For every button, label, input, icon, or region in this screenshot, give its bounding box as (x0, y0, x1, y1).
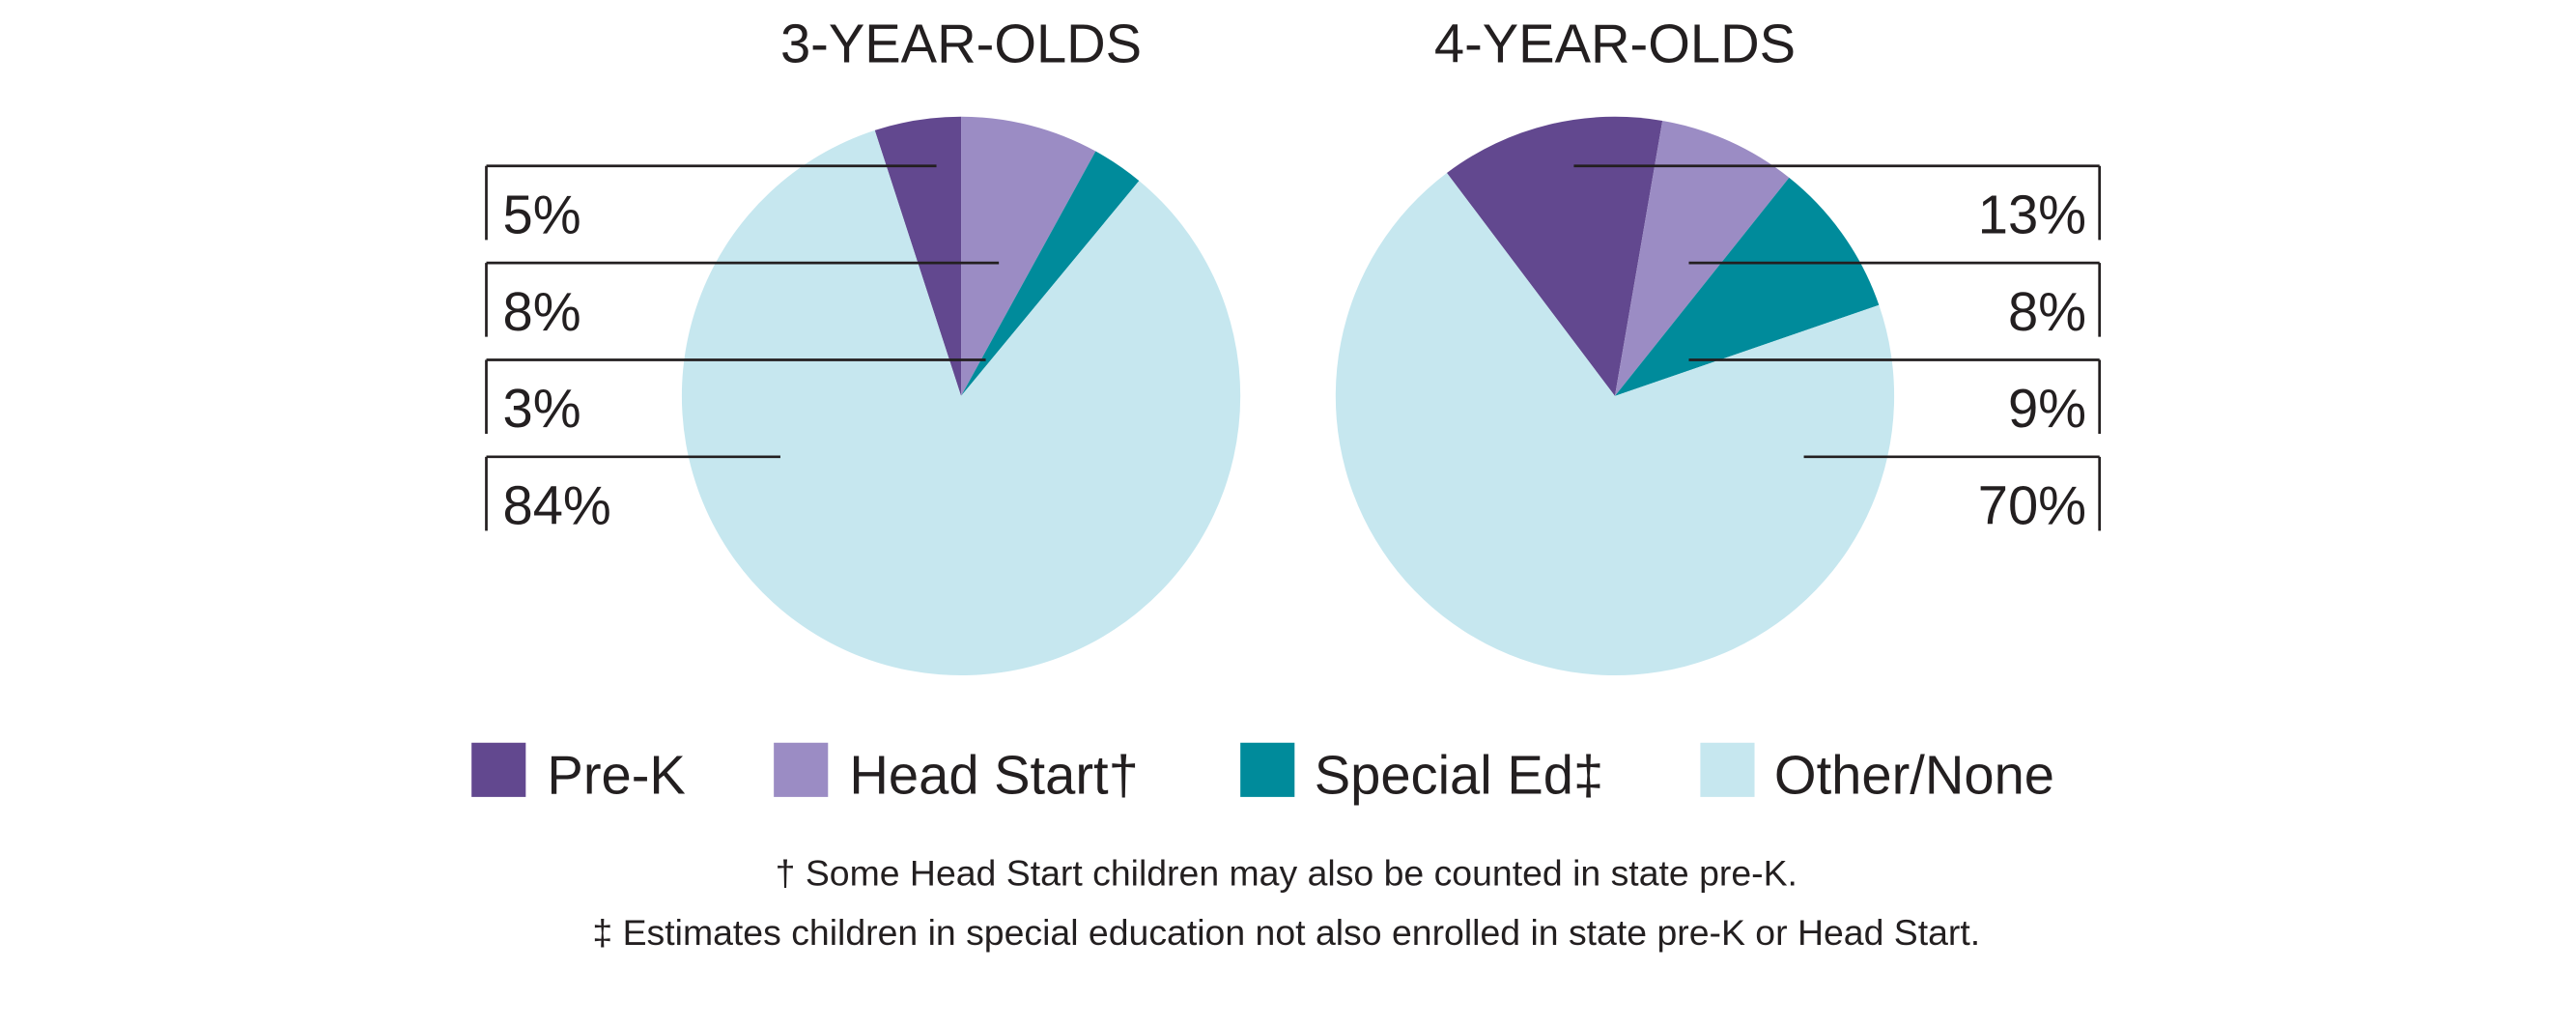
pie-slice-special-ed (961, 151, 1140, 396)
pie-3yo (681, 116, 1241, 676)
pct-label-3yo-pre-k: 5% (503, 185, 581, 245)
legend-label-pre-k: Pre-K (547, 744, 685, 805)
legend-swatch-special-ed (1240, 742, 1295, 797)
footnote-head-start: † Some Head Start children may also be c… (776, 853, 1798, 894)
legend: Pre-K Head Start† Special Ed‡ Other/None (471, 742, 2054, 805)
legend-label-other: Other/None (1774, 744, 2054, 805)
pie-slice-other (1335, 172, 1895, 676)
pct-label-4yo-special-ed: 9% (2008, 378, 2086, 439)
pie-slice-other (681, 129, 1241, 676)
footnote-special-ed: ‡ Estimates children in special educatio… (592, 912, 1980, 953)
pct-label-4yo-other: 70% (1978, 475, 2086, 536)
pie-slice-head-start (1614, 120, 1790, 396)
callouts: 5% 13% 8% 8% 3% 9% 84% 70% (485, 164, 2102, 536)
pie-4yo (1335, 116, 1895, 676)
chart-title-3yo: 3-YEAR-OLDS (780, 14, 1142, 74)
pct-label-3yo-head-start: 8% (503, 281, 581, 342)
pct-label-4yo-head-start: 8% (2008, 281, 2086, 342)
legend-swatch-head-start (774, 742, 829, 797)
legend-swatch-pre-k (471, 742, 526, 797)
pie-slice-pre-k (874, 116, 962, 396)
legend-label-head-start: Head Start† (849, 744, 1138, 805)
pct-label-3yo-special-ed: 3% (503, 378, 581, 439)
pie-slice-special-ed (1614, 177, 1880, 396)
pct-label-4yo-pre-k: 13% (1978, 185, 2086, 245)
legend-label-special-ed: Special Ed‡ (1315, 744, 1603, 805)
chart-title-4yo: 4-YEAR-OLDS (1434, 14, 1796, 74)
pie-slice-head-start (961, 116, 1096, 396)
pie-slice-pre-k (1446, 116, 1663, 396)
legend-swatch-other (1700, 742, 1755, 797)
pct-label-3yo-other: 84% (503, 475, 611, 536)
